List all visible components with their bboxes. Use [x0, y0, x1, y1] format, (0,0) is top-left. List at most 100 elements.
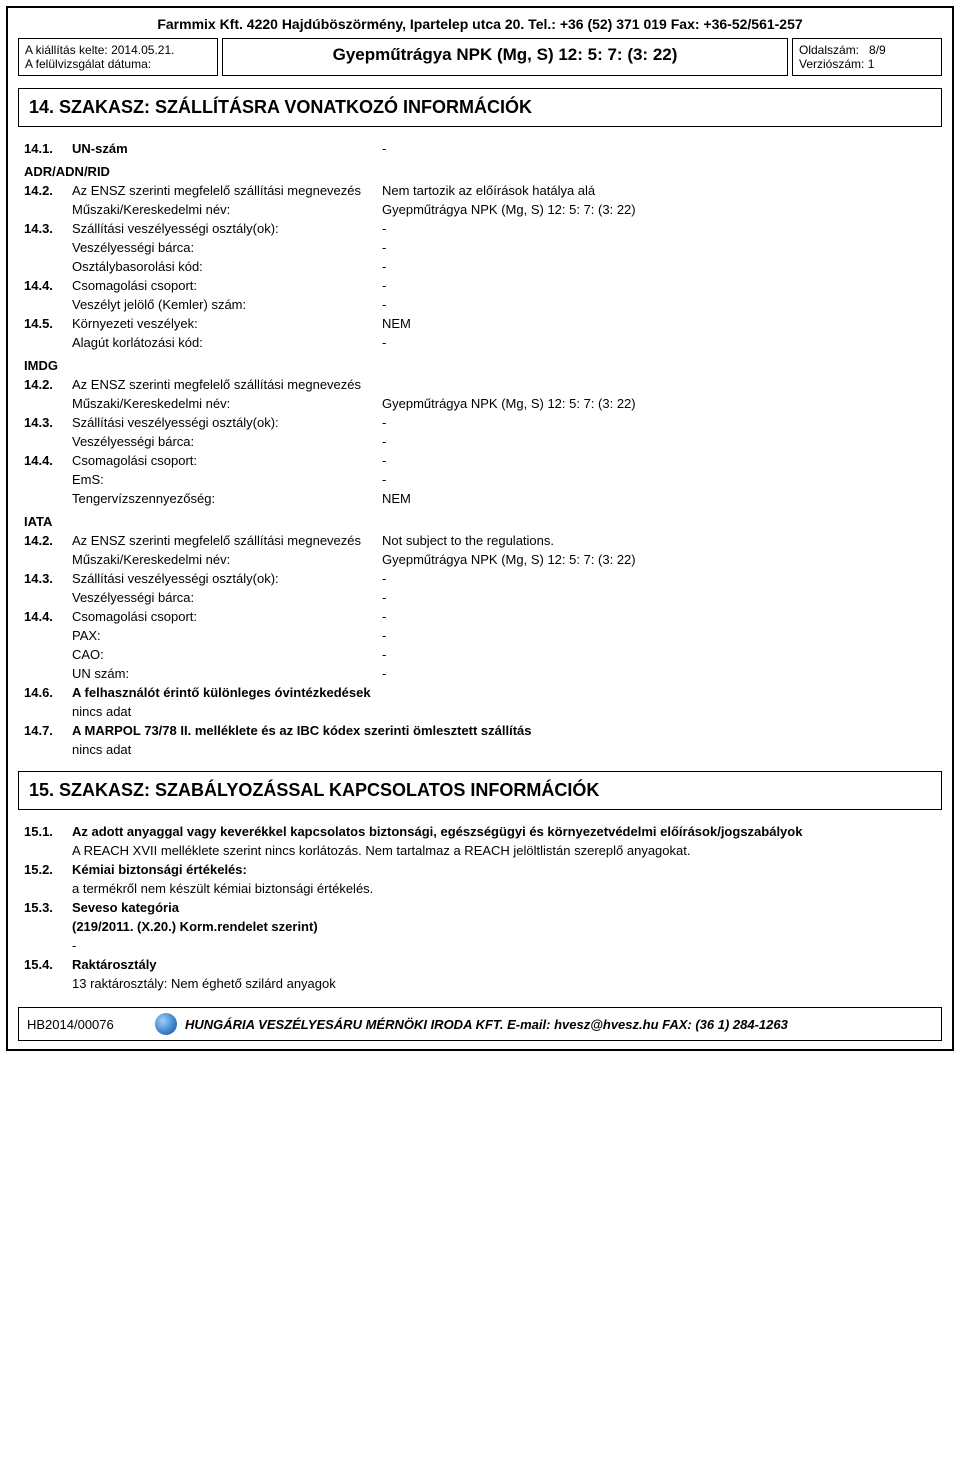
adr-osztaly-label: Osztálybasorolási kód: — [72, 259, 382, 274]
iata-pax-value: - — [382, 628, 936, 643]
num-adr-145: 14.5. — [24, 316, 72, 331]
iata-144-value: - — [382, 609, 936, 624]
iata-143-label: Szállítási veszélyességi osztály(ok): — [72, 571, 382, 586]
iata-heading: IATA — [24, 508, 936, 531]
footer-text: HUNGÁRIA VESZÉLYESÁRU MÉRNÖKI IRODA KFT.… — [185, 1017, 788, 1032]
num-iata-142: 14.2. — [24, 533, 72, 548]
adr-142-value: Nem tartozik az előírások hatálya alá — [382, 183, 936, 198]
iata-un-label: UN szám: — [72, 666, 382, 681]
issue-date: 2014.05.21. — [111, 43, 174, 57]
page-value: 8/9 — [869, 43, 886, 57]
section-14-content: 14.1. UN-szám - ADR/ADN/RID 14.2. Az ENS… — [18, 139, 942, 759]
section-15-heading: 15. SZAKASZ: SZABÁLYOZÁSSAL KAPCSOLATOS … — [18, 771, 942, 810]
imdg-ems-label: EmS: — [72, 472, 382, 487]
document-title: Gyepműtrágya NPK (Mg, S) 12: 5: 7: (3: 2… — [222, 38, 788, 76]
item-147-value: nincs adat — [72, 742, 131, 757]
version-label: Verziószám: — [799, 57, 864, 71]
adr-kemler-label: Veszélyt jelölő (Kemler) szám: — [72, 297, 382, 312]
imdg-tenger-value: NEM — [382, 491, 936, 506]
imdg-heading: IMDG — [24, 352, 936, 375]
num-154: 15.4. — [24, 957, 72, 972]
item-153-dash: - — [72, 938, 76, 953]
adr-143-value: - — [382, 221, 936, 236]
item-146-value: nincs adat — [72, 704, 131, 719]
adr-alagut-value: - — [382, 335, 936, 350]
imdg-tech-label: Műszaki/Kereskedelmi név: — [72, 396, 382, 411]
num-147: 14.7. — [24, 723, 72, 738]
item-154-body: 13 raktárosztály: Nem éghető szilárd any… — [72, 976, 336, 991]
issue-label: A kiállítás kelte: — [25, 43, 108, 57]
imdg-143-value: - — [382, 415, 936, 430]
adr-barca-value: - — [382, 240, 936, 255]
adr-145-value: NEM — [382, 316, 936, 331]
imdg-barca-value: - — [382, 434, 936, 449]
page-frame: Farmmix Kft. 4220 Hajdúböszörmény, Ipart… — [6, 6, 954, 1051]
num-imdg-142: 14.2. — [24, 377, 72, 392]
revision-label: A felülvizsgálat dátuma: — [25, 57, 151, 71]
iata-pax-label: PAX: — [72, 628, 382, 643]
header-right-cell: Oldalszám: 8/9 Verziószám: 1 — [792, 38, 942, 76]
adr-osztaly-value: - — [382, 259, 936, 274]
num-imdg-143: 14.3. — [24, 415, 72, 430]
globe-icon — [155, 1013, 177, 1035]
num-iata-144: 14.4. — [24, 609, 72, 624]
adr-kemler-value: - — [382, 297, 936, 312]
item-152-body: a termékről nem készült kémiai biztonság… — [72, 881, 373, 896]
imdg-ems-value: - — [382, 472, 936, 487]
imdg-142-label: Az ENSZ szerinti megfelelő szállítási me… — [72, 377, 382, 392]
item-146-label: A felhasználót érintő különleges óvintéz… — [72, 685, 381, 700]
item-147-label: A MARPOL 73/78 II. melléklete és az IBC … — [72, 723, 542, 738]
un-number-value: - — [382, 141, 936, 156]
imdg-tenger-label: Tengervízszennyezőség: — [72, 491, 382, 506]
iata-tech-label: Műszaki/Kereskedelmi név: — [72, 552, 382, 567]
num-adr-144: 14.4. — [24, 278, 72, 293]
adr-143-label: Szállítási veszélyességi osztály(ok): — [72, 221, 382, 236]
item-153-body: (219/2011. (X.20.) Korm.rendelet szerint… — [72, 919, 318, 934]
num-152: 15.2. — [24, 862, 72, 877]
num-153: 15.3. — [24, 900, 72, 915]
item-153-label: Seveso kategória — [72, 900, 936, 915]
iata-142-value: Not subject to the regulations. — [382, 533, 936, 548]
header-left-cell: A kiállítás kelte: 2014.05.21. A felülvi… — [18, 38, 218, 76]
iata-142-label: Az ENSZ szerinti megfelelő szállítási me… — [72, 533, 382, 548]
num-adr-142: 14.2. — [24, 183, 72, 198]
adr-tech-label: Műszaki/Kereskedelmi név: — [72, 202, 382, 217]
imdg-tech-value: Gyepműtrágya NPK (Mg, S) 12: 5: 7: (3: 2… — [382, 396, 936, 411]
adr-142-label: Az ENSZ szerinti megfelelő szállítási me… — [72, 183, 382, 198]
num-imdg-144: 14.4. — [24, 453, 72, 468]
iata-143-value: - — [382, 571, 936, 586]
item-151-body: A REACH XVII melléklete szerint nincs ko… — [72, 843, 690, 858]
adr-144-label: Csomagolási csoport: — [72, 278, 382, 293]
version-value: 1 — [868, 57, 875, 71]
item-151-label: Az adott anyaggal vagy keverékkel kapcso… — [72, 824, 936, 839]
num-146: 14.6. — [24, 685, 72, 700]
un-number-label: UN-szám — [72, 141, 382, 156]
header-row: A kiállítás kelte: 2014.05.21. A felülvi… — [18, 38, 942, 76]
footer-bar: HB2014/00076 HUNGÁRIA VESZÉLYESÁRU MÉRNÖ… — [18, 1007, 942, 1041]
num-151: 15.1. — [24, 824, 72, 839]
company-header: Farmmix Kft. 4220 Hajdúböszörmény, Ipart… — [18, 14, 942, 38]
item-154-label: Raktárosztály — [72, 957, 936, 972]
adr-barca-label: Veszélyességi bárca: — [72, 240, 382, 255]
adr-144-value: - — [382, 278, 936, 293]
iata-barca-value: - — [382, 590, 936, 605]
item-152-label: Kémiai biztonsági értékelés: — [72, 862, 936, 877]
section-14-heading: 14. SZAKASZ: SZÁLLÍTÁSRA VONATKOZÓ INFOR… — [18, 88, 942, 127]
page-label: Oldalszám: — [799, 43, 859, 57]
imdg-143-label: Szállítási veszélyességi osztály(ok): — [72, 415, 382, 430]
adr-tech-value: Gyepműtrágya NPK (Mg, S) 12: 5: 7: (3: 2… — [382, 202, 936, 217]
iata-barca-label: Veszélyességi bárca: — [72, 590, 382, 605]
num-iata-143: 14.3. — [24, 571, 72, 586]
section-15-content: 15.1. Az adott anyaggal vagy keverékkel … — [18, 822, 942, 993]
iata-tech-value: Gyepműtrágya NPK (Mg, S) 12: 5: 7: (3: 2… — [382, 552, 936, 567]
num-14-1: 14.1. — [24, 141, 72, 156]
iata-cao-value: - — [382, 647, 936, 662]
imdg-144-label: Csomagolási csoport: — [72, 453, 382, 468]
footer-code: HB2014/00076 — [27, 1017, 147, 1032]
iata-cao-label: CAO: — [72, 647, 382, 662]
imdg-144-value: - — [382, 453, 936, 468]
num-adr-143: 14.3. — [24, 221, 72, 236]
imdg-barca-label: Veszélyességi bárca: — [72, 434, 382, 449]
adr-145-label: Környezeti veszélyek: — [72, 316, 382, 331]
adr-alagut-label: Alagút korlátozási kód: — [72, 335, 382, 350]
